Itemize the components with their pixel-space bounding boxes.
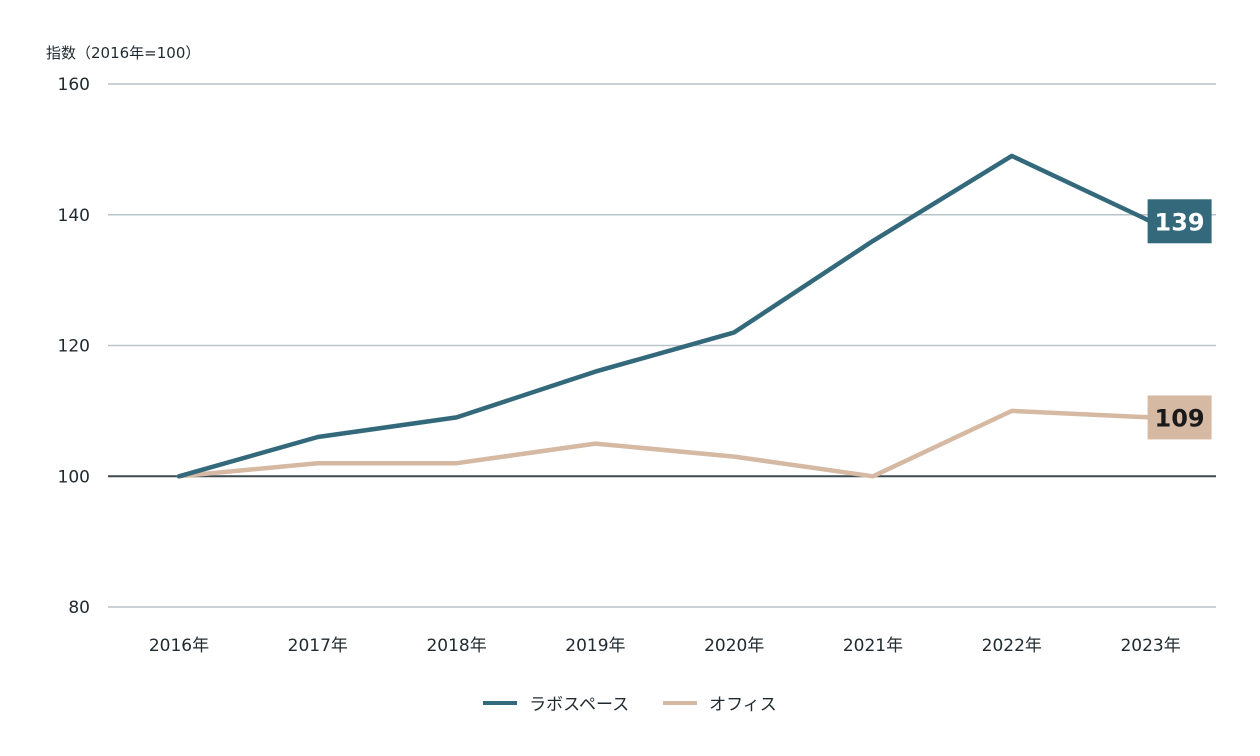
- end-label-box: [1147, 395, 1212, 440]
- legend-item-office: オフィス: [663, 690, 777, 715]
- x-tick-label: 2016年: [149, 636, 209, 656]
- legend-item-lab-space: ラボスペース: [483, 690, 629, 715]
- y-tick-label: 160: [58, 75, 90, 95]
- series-line-office: [176, 408, 1153, 479]
- legend: ラボスペース オフィス: [0, 690, 1260, 715]
- y-tick-label: 80: [68, 598, 90, 618]
- legend-swatch-lab-space: [483, 700, 518, 705]
- legend-label-office: オフィス: [709, 695, 777, 715]
- legend-swatch-office: [663, 700, 698, 705]
- grid-lines: [108, 83, 1216, 608]
- x-tick-label: 2020年: [704, 636, 764, 656]
- end-labels: 109 139: [1147, 199, 1212, 440]
- y-axis-ticks: 160 140 120 100 80: [58, 75, 90, 618]
- series-line-lab-space: [176, 153, 1153, 479]
- x-axis-ticks: 2016年 2017年 2018年 2019年 2020年 2021年 2022年 2023年: [149, 636, 1181, 656]
- y-tick-label: 100: [58, 467, 90, 487]
- x-tick-label: 2018年: [426, 636, 486, 656]
- y-axis-unit-label: 指数（2016年=100）: [46, 44, 201, 62]
- y-tick-label: 140: [58, 206, 90, 226]
- x-tick-label: 2021年: [843, 636, 903, 656]
- y-tick-label: 120: [58, 337, 90, 357]
- x-tick-label: 2019年: [565, 636, 625, 656]
- x-tick-label: 2017年: [288, 636, 348, 656]
- end-label-box: [1147, 199, 1212, 244]
- x-tick-label: 2022年: [982, 636, 1042, 656]
- x-tick-label: 2023年: [1120, 636, 1180, 656]
- end-label-office: 109: [1147, 395, 1212, 440]
- end-label-lab-space: 139: [1147, 199, 1212, 244]
- series-lines: [176, 153, 1153, 479]
- end-label-value: 109: [1155, 404, 1205, 432]
- end-label-value: 139: [1155, 208, 1205, 236]
- legend-label-lab-space: ラボスペース: [529, 695, 630, 715]
